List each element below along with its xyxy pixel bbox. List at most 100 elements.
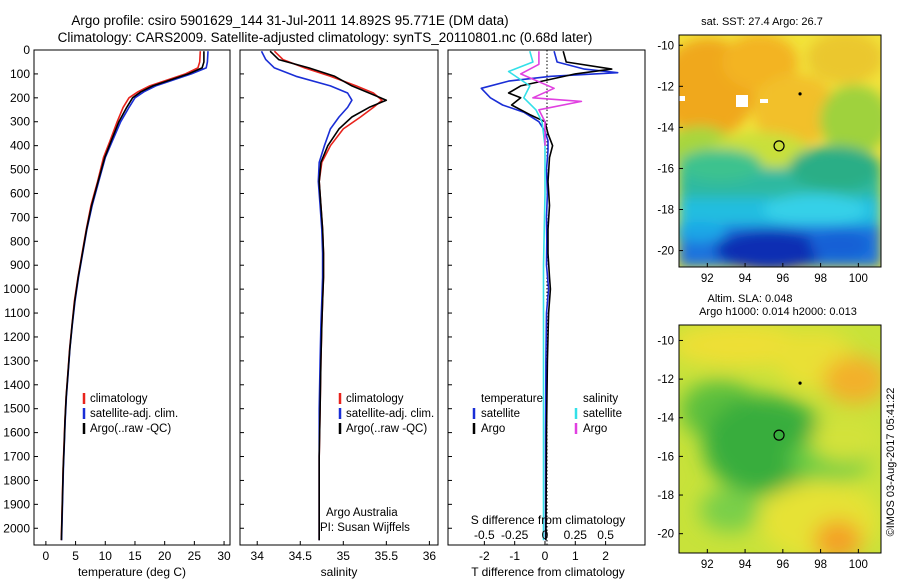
salinity-panel: 34 34.5 35 35.5 36 salinity climatology satel… xyxy=(239,49,439,579)
map-y-tick-label: -20 xyxy=(657,529,674,541)
s-tick-label: -0.5 xyxy=(474,528,495,542)
y-tick-label: 400 xyxy=(10,139,30,153)
map-x-tick-label: 100 xyxy=(849,273,868,285)
map-x-tick-label: 92 xyxy=(701,273,714,285)
series-line-argo-raw-qc- xyxy=(269,50,388,541)
map-dot xyxy=(798,381,802,385)
s-tick-label: 0.5 xyxy=(597,528,614,542)
map-dot xyxy=(798,92,802,96)
sla-map-panel: Altim. SLA: 0.048 Argo h1000: 0.014 h200… xyxy=(657,293,882,571)
sla-map-frame xyxy=(678,324,882,554)
series-line-satellite-adj-clim- xyxy=(60,51,209,541)
series-line-t-satellite xyxy=(480,50,619,541)
s-tick-label: -0.25 xyxy=(501,528,529,542)
y-tick-label: 100 xyxy=(10,67,30,81)
y-tick-label: 1900 xyxy=(3,497,30,511)
sst-heatmap xyxy=(679,35,881,267)
map-y-tick-label: -14 xyxy=(657,413,674,425)
map-x-tick-label: 100 xyxy=(849,559,868,571)
map-y-tick-label: -14 xyxy=(657,122,674,134)
salinity-axes-frame xyxy=(239,49,439,546)
legend-label: Argo(..raw -QC) xyxy=(90,423,171,435)
argo-location-marker xyxy=(773,429,785,441)
map-y-tick-label: -10 xyxy=(657,335,674,347)
series-line-s-satellite xyxy=(507,50,546,541)
x-tick-label: 5 xyxy=(72,549,79,563)
y-tick-label: 200 xyxy=(10,91,30,105)
y-tick-label: 1500 xyxy=(3,402,30,416)
x-tick-label: -2 xyxy=(479,549,490,563)
credit-pi: PI: Susan Wijffels xyxy=(320,522,410,534)
y-tick-label: 1400 xyxy=(3,378,30,392)
x-tick-label: -1 xyxy=(509,549,520,563)
x-tick-label: 35 xyxy=(337,549,351,563)
y-tick-label: 1700 xyxy=(3,450,30,464)
series-line-s-argo xyxy=(519,51,583,146)
y-tick-label: 600 xyxy=(10,186,30,200)
map-x-tick-label: 92 xyxy=(701,559,714,571)
x-tick-label: 34 xyxy=(251,549,265,563)
map-x-tick-label: 96 xyxy=(776,273,789,285)
s-tick-label: 0.25 xyxy=(564,528,588,542)
x-tick-label: 34.5 xyxy=(289,549,313,563)
map-y-tick-label: -18 xyxy=(657,490,674,502)
x-tick-label: 1 xyxy=(572,549,579,563)
y-tick-label: 300 xyxy=(10,115,30,129)
difference-panel: -2 -1 0 1 2 S difference from climatology -0… xyxy=(447,49,646,579)
x-tick-label: 10 xyxy=(99,549,113,563)
y-tick-label: 900 xyxy=(10,258,30,272)
s-tick-label: 0 xyxy=(542,528,549,542)
map-x-tick-label: 94 xyxy=(739,559,752,571)
header-title-1: Argo profile: csiro 5901629_144 31-Jul-2… xyxy=(71,13,508,28)
map-x-tick-label: 98 xyxy=(814,273,827,285)
header-title-2: Climatology: CARS2009. Satellite-adjuste… xyxy=(58,30,593,45)
y-tick-label: 700 xyxy=(10,210,30,224)
sla-map-title: Altim. SLA: 0.048 xyxy=(708,293,793,305)
x-tick-label: 25 xyxy=(188,549,202,563)
legend-salinity-title: salinity xyxy=(583,393,618,405)
temperature-axes-frame xyxy=(33,49,231,546)
series-line-climatology xyxy=(273,50,383,541)
legend-label: Argo(..raw -QC) xyxy=(346,423,427,435)
legend-label: satellite-adj. clim. xyxy=(346,408,434,420)
x-tick-label: 30 xyxy=(217,549,231,563)
y-tick-label: 1800 xyxy=(3,473,30,487)
series-line-satellite-adj-clim- xyxy=(260,50,353,541)
credit-argo-australia: Argo Australia xyxy=(326,507,398,519)
temperature-panel: 0100200300400500600700800900100011001200… xyxy=(3,43,231,579)
y-tick-label: 1000 xyxy=(3,282,30,296)
series-line-t-argo xyxy=(507,50,613,541)
t-difference-xlabel: T difference from climatology xyxy=(471,565,625,579)
y-tick-label: 800 xyxy=(10,234,30,248)
x-tick-label: 36 xyxy=(423,549,437,563)
legend-label: climatology xyxy=(90,393,148,405)
s-difference-label: S difference from climatology xyxy=(471,513,626,527)
y-tick-label: 1300 xyxy=(3,354,30,368)
x-tick-label: 20 xyxy=(158,549,172,563)
sla-heatmap xyxy=(679,325,881,553)
legend-label: satellite xyxy=(481,408,520,420)
y-tick-label: 1200 xyxy=(3,330,30,344)
y-tick-label: 1600 xyxy=(3,426,30,440)
map-x-tick-label: 98 xyxy=(814,559,827,571)
legend-label: satellite xyxy=(583,408,622,420)
sla-map-subtitle: Argo h1000: 0.014 h2000: 0.013 xyxy=(699,306,857,318)
map-y-tick-label: -12 xyxy=(657,374,674,386)
map-y-tick-label: -16 xyxy=(657,451,674,463)
x-tick-label: 0 xyxy=(542,549,549,563)
series-line-argo-raw-qc- xyxy=(60,51,205,541)
legend-label: Argo xyxy=(583,423,607,435)
x-tick-label: 0 xyxy=(43,549,50,563)
x-tick-label: 15 xyxy=(128,549,142,563)
temperature-xlabel: temperature (deg C) xyxy=(78,565,186,579)
legend-label: Argo xyxy=(481,423,505,435)
sst-map-panel: sat. SST: 27.4 Argo: 26.7 xyxy=(657,16,882,285)
map-y-tick-label: -18 xyxy=(657,205,674,217)
sst-map-title: sat. SST: 27.4 Argo: 26.7 xyxy=(701,16,823,28)
y-tick-label: 500 xyxy=(10,163,30,177)
map-y-tick-label: -10 xyxy=(657,40,674,52)
map-y-tick-label: -20 xyxy=(657,246,674,258)
map-y-tick-label: -12 xyxy=(657,81,674,93)
salinity-xlabel: salinity xyxy=(321,565,358,579)
